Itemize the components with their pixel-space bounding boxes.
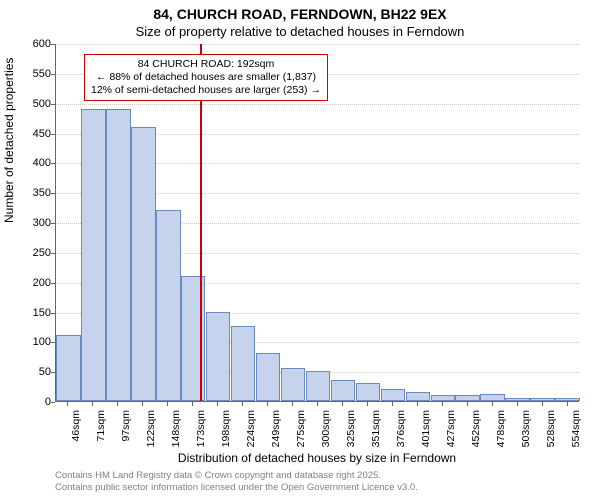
- x-tick-mark: [192, 402, 193, 406]
- x-tick-mark: [67, 402, 68, 406]
- y-tick-label: 600: [11, 38, 51, 50]
- x-tick-mark: [117, 402, 118, 406]
- y-tick-label: 450: [11, 128, 51, 140]
- y-tick-label: 500: [11, 98, 51, 110]
- x-tick-mark: [392, 402, 393, 406]
- histogram-bar: [480, 394, 504, 401]
- x-tick-mark: [492, 402, 493, 406]
- x-axis-label: Distribution of detached houses by size …: [55, 451, 579, 465]
- y-tick-label: 100: [11, 336, 51, 348]
- histogram-bar: [106, 109, 130, 401]
- footer-line2: Contains public sector information licen…: [55, 482, 418, 494]
- x-tick-mark: [217, 402, 218, 406]
- x-tick-mark: [242, 402, 243, 406]
- x-tick-mark: [417, 402, 418, 406]
- y-tick-mark: [51, 402, 55, 403]
- x-tick-mark: [342, 402, 343, 406]
- chart-subtitle: Size of property relative to detached ho…: [0, 24, 600, 39]
- x-tick-mark: [142, 402, 143, 406]
- histogram-bar: [505, 398, 529, 401]
- y-tick-label: 400: [11, 157, 51, 169]
- annotation-line1: 84 CHURCH ROAD: 192sqm: [91, 58, 321, 71]
- histogram-bar: [555, 398, 579, 401]
- footer-attribution: Contains HM Land Registry data © Crown c…: [55, 470, 418, 494]
- histogram-bar: [156, 210, 180, 401]
- histogram-bar: [81, 109, 105, 401]
- histogram-bar: [56, 335, 80, 401]
- y-tick-label: 0: [11, 396, 51, 408]
- x-tick-mark: [442, 402, 443, 406]
- x-tick-mark: [517, 402, 518, 406]
- x-tick-mark: [167, 402, 168, 406]
- histogram-bar: [306, 371, 330, 401]
- x-tick-mark: [467, 402, 468, 406]
- histogram-bar: [131, 127, 155, 401]
- y-tick-label: 150: [11, 307, 51, 319]
- x-tick-mark: [92, 402, 93, 406]
- annotation-line3: 12% of semi-detached houses are larger (…: [91, 84, 321, 97]
- y-tick-label: 350: [11, 187, 51, 199]
- x-tick-mark: [542, 402, 543, 406]
- y-tick-label: 250: [11, 247, 51, 259]
- x-tick-mark: [367, 402, 368, 406]
- histogram-bar: [231, 326, 255, 401]
- x-tick-mark: [267, 402, 268, 406]
- histogram-bar: [356, 383, 380, 401]
- plot-area: 84 CHURCH ROAD: 192sqm ← 88% of detached…: [55, 44, 579, 402]
- annotation-box: 84 CHURCH ROAD: 192sqm ← 88% of detached…: [84, 54, 328, 101]
- histogram-bar: [381, 389, 405, 401]
- gridline: [56, 104, 579, 105]
- histogram-bar: [406, 392, 430, 401]
- footer-line1: Contains HM Land Registry data © Crown c…: [55, 470, 418, 482]
- y-tick-label: 200: [11, 277, 51, 289]
- histogram-bar: [331, 380, 355, 401]
- x-tick-mark: [567, 402, 568, 406]
- annotation-line2: ← 88% of detached houses are smaller (1,…: [91, 71, 321, 84]
- y-tick-label: 50: [11, 366, 51, 378]
- histogram-chart: 84, CHURCH ROAD, FERNDOWN, BH22 9EX Size…: [0, 0, 600, 500]
- histogram-bar: [206, 312, 230, 402]
- gridline: [56, 44, 579, 45]
- histogram-bar: [455, 395, 479, 401]
- histogram-bar: [281, 368, 305, 401]
- y-tick-label: 300: [11, 217, 51, 229]
- histogram-bar: [256, 353, 280, 401]
- x-tick-mark: [317, 402, 318, 406]
- histogram-bar: [181, 276, 205, 401]
- chart-title: 84, CHURCH ROAD, FERNDOWN, BH22 9EX: [0, 6, 600, 22]
- x-tick-mark: [292, 402, 293, 406]
- histogram-bar: [530, 398, 554, 401]
- y-tick-label: 550: [11, 68, 51, 80]
- histogram-bar: [431, 395, 455, 401]
